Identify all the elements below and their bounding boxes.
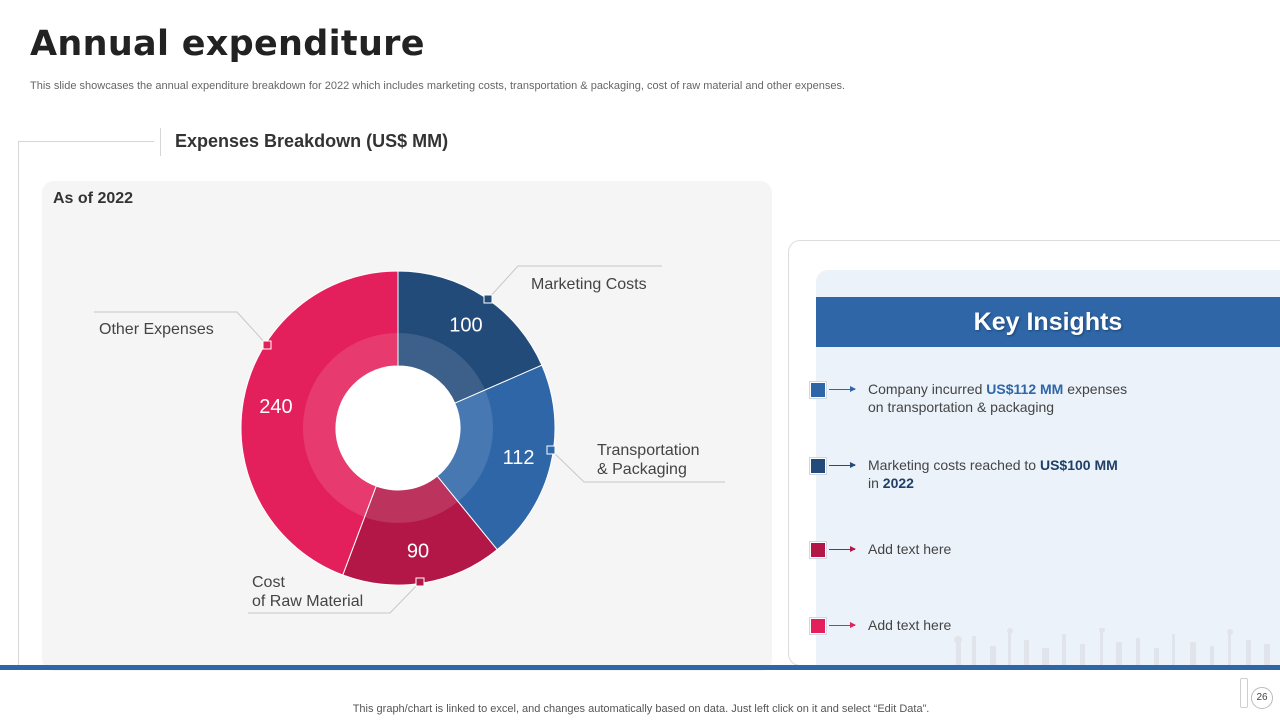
section-frame-top (18, 141, 154, 142)
section-title: Expenses Breakdown (US$ MM) (175, 131, 449, 151)
arrow-right-icon (829, 386, 856, 392)
insight-text[interactable]: Add text here (868, 541, 952, 557)
insights-header: Key Insights (816, 297, 1280, 347)
category-label-other-expenses: Other Expenses (99, 321, 214, 338)
insight-color-square (810, 382, 826, 398)
value-label-cost-of-raw-material: 90 (407, 540, 429, 562)
leader-marker-marketing-costs (483, 294, 493, 304)
category-label-transportation-packaging: Transportation & Packaging (597, 442, 700, 478)
decorative-bottles-graphic (954, 628, 1270, 666)
section-frame-left (18, 141, 19, 666)
insight-color-square (810, 542, 826, 558)
footer-accent-bar (0, 665, 1280, 670)
donut-inner-ring (303, 333, 493, 523)
insight-color-square (810, 458, 826, 474)
footer-note: This graph/chart is linked to excel, and… (352, 703, 930, 715)
arrow-right-icon (829, 546, 856, 552)
insight-text[interactable]: Marketing costs reached to US$100 MM in … (868, 457, 1118, 491)
donut-chart[interactable]: 100 112 90 240 Marketing Costs Transportation… (0, 0, 780, 665)
leader-line-transportation-packaging (550, 449, 725, 483)
chart-as-of-label: As of 2022 (53, 190, 134, 207)
insight-text[interactable]: Company incurred US$112 MM expenses on t… (868, 381, 1128, 415)
arrow-right-icon (829, 622, 856, 628)
category-label-marketing-costs: Marketing Costs (531, 276, 647, 293)
section-frame-tick (160, 128, 161, 156)
value-label-transportation-packaging: 112 (503, 447, 535, 469)
value-label-other-expenses: 240 (259, 396, 292, 418)
leader-line-marketing-costs (487, 265, 662, 300)
donut-hole (336, 366, 460, 490)
category-label-cost-of-raw-material: Cost of Raw Material (252, 574, 363, 610)
arrow-right-icon (829, 462, 856, 468)
insight-text[interactable]: Add text here (868, 617, 952, 633)
value-label-marketing-costs: 100 (449, 314, 482, 336)
page-subtitle: This slide showcases the annual expendit… (30, 80, 846, 92)
leader-line-cost-of-raw-material (248, 581, 421, 614)
insight-color-square (810, 618, 826, 634)
page-title: Annual expenditure (30, 24, 425, 64)
page-number: 26 (1251, 687, 1273, 709)
leader-marker-other-expenses (262, 340, 272, 350)
leader-marker-cost-of-raw-material (415, 577, 425, 587)
bottle-icon (1240, 678, 1248, 708)
leader-marker-transportation-packaging (546, 445, 556, 455)
leader-line-other-expenses (94, 311, 268, 346)
